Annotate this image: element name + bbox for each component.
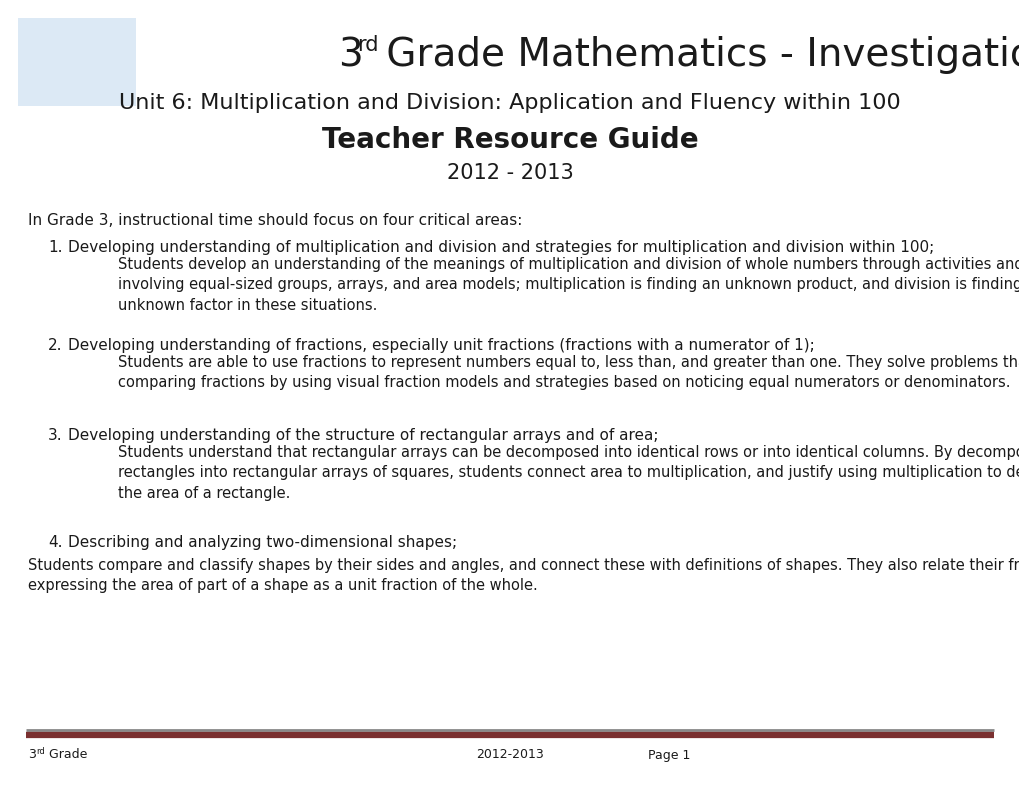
Text: Students develop an understanding of the meanings of multiplication and division: Students develop an understanding of the… (118, 257, 1019, 313)
Text: In Grade 3, instructional time should focus on four critical areas:: In Grade 3, instructional time should fo… (28, 213, 522, 228)
Text: Developing understanding of the structure of rectangular arrays and of area;: Developing understanding of the structur… (68, 428, 658, 443)
Text: Describing and analyzing two-dimensional shapes;: Describing and analyzing two-dimensional… (68, 535, 457, 550)
Text: Developing understanding of fractions, especially unit fractions (fractions with: Developing understanding of fractions, e… (68, 338, 814, 353)
Text: Unit 6: Multiplication and Division: Application and Fluency within 100: Unit 6: Multiplication and Division: App… (119, 93, 900, 113)
Text: 3: 3 (337, 36, 363, 74)
Text: 2012 - 2013: 2012 - 2013 (446, 163, 573, 183)
FancyBboxPatch shape (18, 18, 136, 106)
Text: Developing understanding of multiplication and division and strategies for multi: Developing understanding of multiplicati… (68, 240, 933, 255)
Text: rd: rd (357, 35, 378, 55)
Text: 1.: 1. (48, 240, 62, 255)
Text: 2.: 2. (48, 338, 62, 353)
Text: Teacher Resource Guide: Teacher Resource Guide (321, 126, 698, 154)
Text: 2012-2013: 2012-2013 (476, 749, 543, 761)
Text: 3.: 3. (48, 428, 62, 443)
Text: Page 1: Page 1 (647, 749, 690, 761)
Text: Students compare and classify shapes by their sides and angles, and connect thes: Students compare and classify shapes by … (28, 558, 1019, 593)
Text: rd: rd (36, 746, 45, 756)
Text: Students are able to use fractions to represent numbers equal to, less than, and: Students are able to use fractions to re… (118, 355, 1019, 390)
Text: Grade: Grade (45, 749, 88, 761)
Text: 3: 3 (28, 749, 36, 761)
Text: Grade Mathematics - Investigations: Grade Mathematics - Investigations (374, 36, 1019, 74)
Text: 4.: 4. (48, 535, 62, 550)
Text: Students understand that rectangular arrays can be decomposed into identical row: Students understand that rectangular arr… (118, 445, 1019, 501)
